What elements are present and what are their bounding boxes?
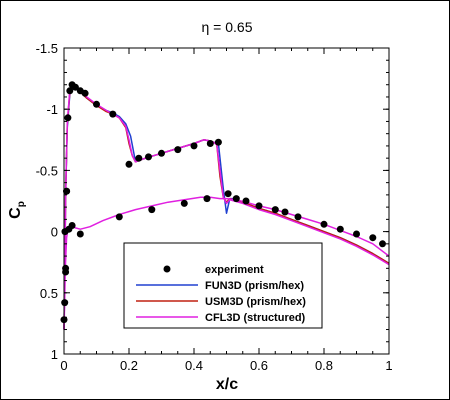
x-tick-label: 0.8 bbox=[315, 358, 333, 373]
experiment-point bbox=[232, 195, 240, 203]
experiment-point bbox=[66, 87, 74, 95]
y-tick-label: 0 bbox=[51, 225, 58, 240]
experiment-point bbox=[353, 230, 360, 238]
chart-title: η = 0.65 bbox=[202, 19, 253, 35]
x-tick-label: 0 bbox=[60, 358, 67, 373]
experiment-point bbox=[158, 149, 165, 157]
experiment-point bbox=[148, 206, 156, 214]
legend-label: FUN3D (prism/hex) bbox=[205, 280, 304, 292]
y-axis-title: Cp bbox=[7, 201, 27, 219]
x-tick-label: 1 bbox=[385, 358, 392, 373]
legend-label: USM3D (prism/hex) bbox=[205, 296, 306, 308]
experiment-point bbox=[115, 213, 123, 221]
experiment-point bbox=[71, 83, 79, 91]
experiment-point bbox=[206, 140, 214, 147]
y-axis-title-main: C bbox=[7, 207, 24, 219]
experiment-point bbox=[93, 100, 100, 108]
experiment-point bbox=[174, 146, 182, 154]
experiment-point bbox=[190, 142, 198, 150]
experiment-point bbox=[63, 187, 71, 195]
experiment-point bbox=[320, 220, 328, 228]
plot-area bbox=[60, 81, 390, 330]
experiment-point bbox=[294, 213, 302, 221]
experiment-point bbox=[369, 234, 377, 242]
legend-label: CFL3D (structured) bbox=[205, 312, 306, 324]
experiment-point bbox=[61, 299, 69, 307]
experiment-point bbox=[242, 197, 250, 205]
x-axis-title: x/c bbox=[216, 376, 238, 393]
legend-marker-experiment bbox=[163, 265, 171, 273]
experiment-point bbox=[76, 230, 84, 238]
experiment-point bbox=[255, 202, 263, 210]
legend: experiment FUN3D (prism/hex) USM3D (prism/… bbox=[123, 242, 323, 329]
experiment-point bbox=[68, 222, 76, 229]
experiment-point bbox=[203, 195, 211, 203]
experiment-point bbox=[271, 206, 279, 214]
experiment-point bbox=[336, 225, 344, 233]
axis-ticks: 0 0.2 0.4 0.6 0.8 1 -1.5 -1 -0.5 0 0.5 1 bbox=[36, 41, 393, 373]
experiment-point bbox=[379, 240, 386, 248]
x-tick-label: 0.6 bbox=[250, 358, 268, 373]
experiment-point bbox=[135, 154, 143, 162]
x-tick-label: 0.2 bbox=[120, 358, 138, 373]
experiment-point bbox=[281, 208, 289, 216]
experiment-point bbox=[214, 138, 222, 146]
experiment-point bbox=[125, 160, 133, 168]
experiment-point bbox=[64, 114, 72, 122]
y-tick-label: -1.5 bbox=[36, 41, 58, 56]
y-tick-label: -1 bbox=[46, 102, 58, 117]
y-axis-title-sub: p bbox=[16, 201, 27, 207]
y-tick-label: -0.5 bbox=[36, 163, 58, 178]
y-tick-label: 1 bbox=[51, 347, 58, 362]
experiment-point bbox=[180, 199, 188, 207]
legend-label: experiment bbox=[205, 264, 264, 276]
y-tick-label: 0.5 bbox=[40, 286, 58, 301]
experiment-point bbox=[81, 89, 89, 97]
experiment-point bbox=[109, 110, 117, 118]
experiment-point bbox=[145, 153, 152, 161]
experiment-point bbox=[224, 190, 232, 198]
x-tick-label: 0.4 bbox=[185, 358, 203, 373]
